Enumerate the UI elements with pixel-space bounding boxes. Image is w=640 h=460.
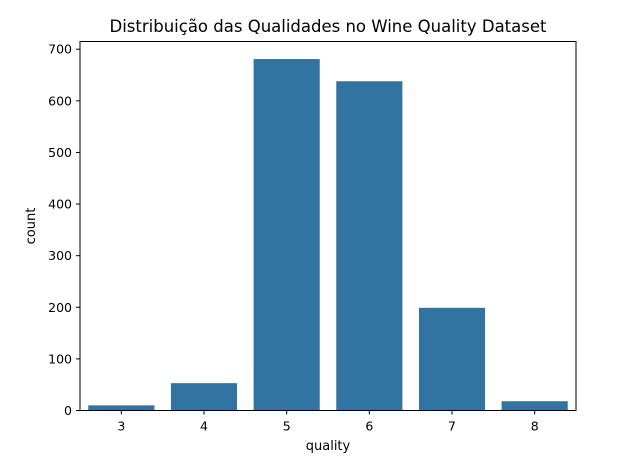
x-axis-ticks: 3 4 5 6 7 8	[117, 410, 539, 434]
y-tick-label: 300	[48, 248, 72, 263]
bar-quality-6	[336, 81, 403, 411]
chart-title: Distribuição das Qualidades no Wine Qual…	[110, 17, 547, 36]
x-tick-label: 7	[448, 419, 456, 434]
y-tick-label: 100	[48, 351, 72, 366]
y-tick-label: 200	[48, 300, 72, 315]
bar-quality-7	[418, 307, 486, 411]
bars-layer	[88, 59, 568, 411]
y-tick-label: 500	[48, 145, 72, 160]
x-tick-label: 3	[117, 419, 125, 434]
bar-quality-4	[170, 383, 238, 411]
bar-quality-3	[88, 405, 155, 411]
y-axis-ticks: 0 100 200 300 400 500 600 700	[48, 42, 80, 418]
x-axis-label: quality	[306, 439, 351, 454]
x-tick-label: 6	[365, 419, 373, 434]
y-tick-label: 400	[48, 197, 72, 212]
y-tick-label: 600	[48, 93, 72, 108]
x-tick-label: 5	[283, 419, 291, 434]
y-axis-label: count	[24, 208, 39, 245]
y-tick-label: 700	[48, 42, 72, 57]
y-tick-label: 0	[64, 403, 72, 418]
bar-quality-8	[501, 401, 568, 411]
x-tick-label: 4	[200, 419, 208, 434]
bar-quality-5	[253, 59, 320, 411]
plot-frame	[79, 41, 577, 411]
x-tick-label: 8	[531, 419, 539, 434]
